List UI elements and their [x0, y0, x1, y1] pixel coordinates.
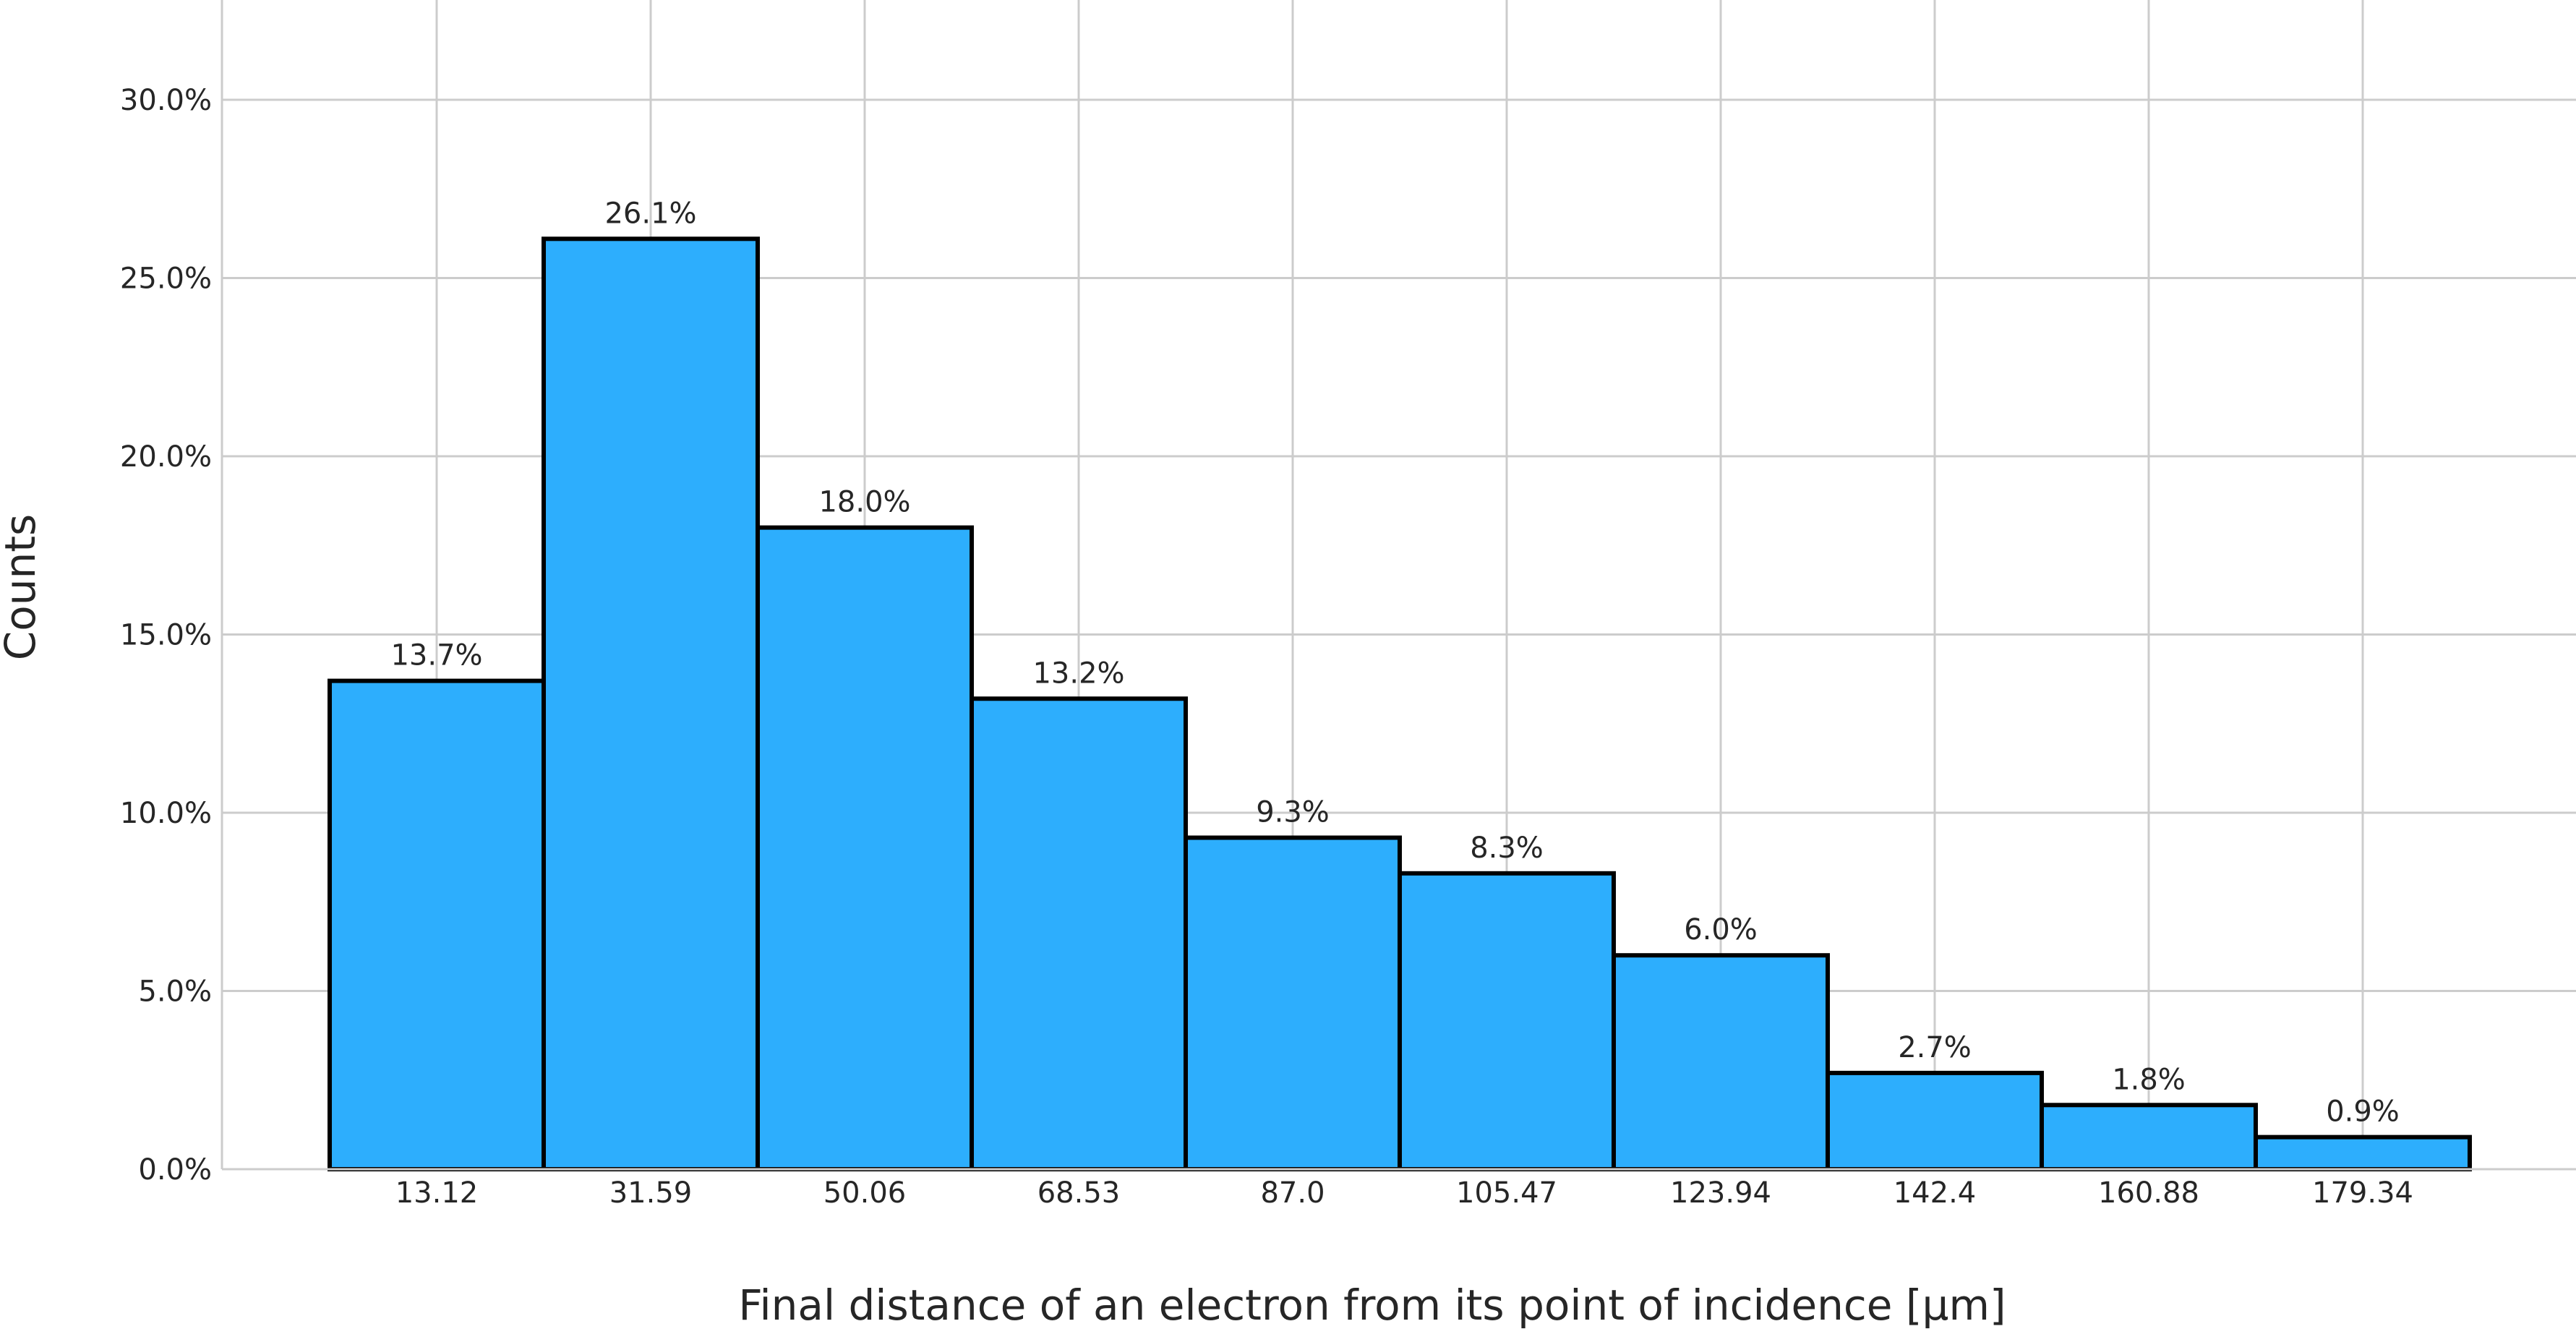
bar-value-label: 2.7% [1898, 1031, 1972, 1064]
y-tick-label: 20.0% [120, 440, 212, 474]
histogram-bar [1612, 953, 1830, 1171]
y-tick-label: 5.0% [138, 975, 212, 1009]
histogram-bar [2040, 1103, 2258, 1172]
histogram-bar [970, 696, 1188, 1171]
x-tick-label: 68.53 [1037, 1176, 1121, 1210]
axes [221, 0, 2576, 1171]
x-tick-labels: 13.12 31.59 50.06 68.53 87.0 105.47 123.94 142.… [395, 1176, 2413, 1210]
bar-value-label: 9.3% [1256, 796, 1330, 829]
x-axis-label: Final distance of an electron from its p… [738, 1281, 2006, 1329]
y-tick-labels: 0.0% 5.0% 10.0% 15.0% 20.0% 25.0% 30.0% [120, 84, 212, 1187]
bar-value-label: 6.0% [1684, 913, 1758, 946]
bar-value-label: 0.9% [2326, 1095, 2400, 1129]
y-tick-label: 15.0% [120, 619, 212, 652]
x-tick-label: 179.34 [2312, 1176, 2413, 1210]
y-tick-label: 25.0% [120, 262, 212, 296]
x-tick-label: 160.88 [2098, 1176, 2199, 1210]
y-tick-label: 10.0% [120, 797, 212, 830]
bar-value-label: 26.1% [604, 197, 696, 230]
x-tick-label: 105.47 [1456, 1176, 1557, 1210]
data-labels: 13.7% 26.1% 18.0% 13.2% 9.3% 8.3% 6.0% 2.7% 1.8%… [390, 197, 2399, 1128]
histogram-bar [1184, 835, 1402, 1172]
histogram-bar [756, 525, 974, 1171]
bar-value-label: 13.7% [390, 639, 482, 672]
bar-value-label: 18.0% [818, 486, 910, 519]
x-tick-label: 50.06 [823, 1176, 907, 1210]
histogram-bar [1826, 1070, 2044, 1172]
histogram-bar [328, 678, 546, 1171]
x-tick-label: 142.4 [1894, 1176, 1977, 1210]
bar-value-label: 8.3% [1470, 832, 1544, 865]
bar-value-label: 13.2% [1032, 657, 1124, 690]
bar-value-label: 1.8% [2112, 1063, 2186, 1096]
x-tick-label: 123.94 [1670, 1176, 1771, 1210]
y-tick-label: 30.0% [120, 84, 212, 117]
x-tick-label: 31.59 [609, 1176, 693, 1210]
histogram-bar [1398, 871, 1616, 1171]
histogram-bar [2254, 1134, 2472, 1172]
y-axis-label: Counts [0, 514, 45, 660]
x-tick-label: 87.0 [1260, 1176, 1325, 1210]
bars [328, 236, 2472, 1172]
x-tick-label: 13.12 [395, 1176, 479, 1210]
histogram-bar [542, 236, 760, 1171]
y-tick-label: 0.0% [138, 1153, 212, 1187]
